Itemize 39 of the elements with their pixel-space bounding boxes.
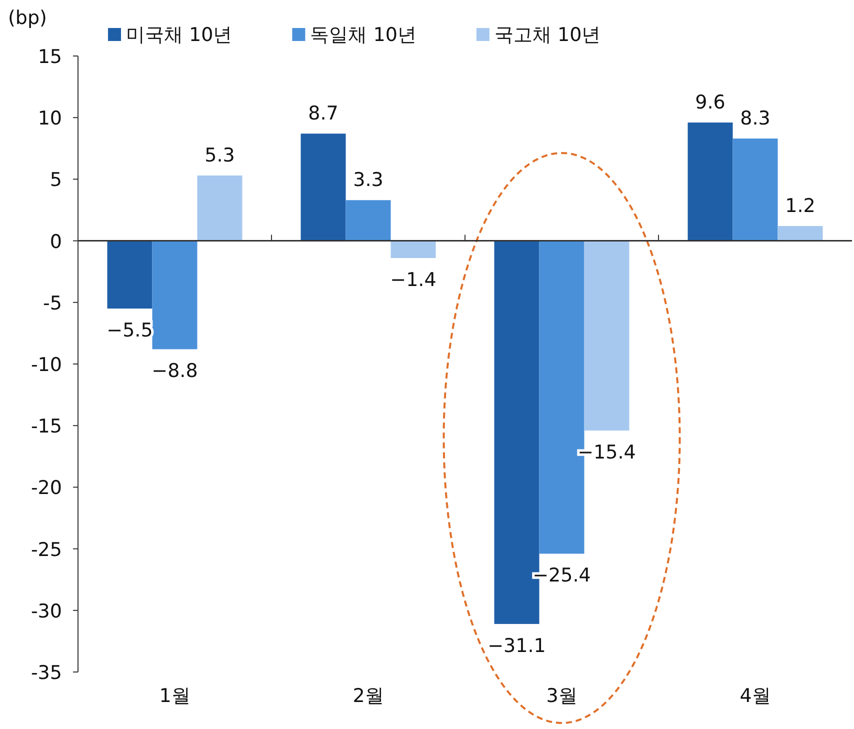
- bar: [778, 226, 823, 241]
- data-label: −5.5: [106, 320, 153, 342]
- y-tick-label: 10: [38, 108, 62, 130]
- x-tick-label: 4월: [740, 685, 771, 707]
- y-tick-label: -30: [30, 600, 62, 622]
- bar: [390, 240, 436, 258]
- legend-label: 국고채 10년: [494, 24, 601, 46]
- data-label: −31.1: [488, 634, 546, 657]
- y-tick-label: -10: [30, 354, 62, 376]
- bar: [732, 138, 778, 241]
- bar: [584, 240, 630, 431]
- bar: [197, 176, 242, 241]
- data-label: −1.4: [390, 269, 436, 292]
- bar: [152, 240, 198, 350]
- data-label: 5.3: [204, 144, 235, 167]
- x-tick-label: 1월: [159, 685, 190, 707]
- data-label: 8.3: [740, 108, 770, 130]
- y-tick-label: 5: [50, 169, 62, 192]
- y-tick-label: -15: [30, 416, 62, 438]
- y-axis-title: (bp): [8, 7, 47, 29]
- y-tick-label: -5: [43, 292, 62, 314]
- y-tick-label: 0: [50, 230, 62, 253]
- data-label: 3.3: [353, 169, 384, 192]
- legend-label: 독일채 10년: [310, 24, 416, 46]
- data-label: 1.2: [785, 195, 816, 218]
- data-label: 8.7: [308, 102, 338, 125]
- y-tick-label: -20: [30, 477, 62, 500]
- x-tick-label: 3월: [546, 685, 578, 707]
- x-tick-label: 2월: [352, 685, 384, 707]
- bar: [346, 200, 391, 241]
- bar: [688, 122, 733, 241]
- data-label: −8.8: [152, 360, 198, 382]
- y-tick-label: -25: [30, 538, 62, 561]
- bar: [107, 240, 152, 309]
- y-tick-label: 15: [38, 46, 62, 68]
- bar: [300, 134, 346, 241]
- data-label: 9.6: [695, 92, 726, 114]
- legend-label: 미국채 10년: [126, 24, 232, 46]
- y-tick-label: -35: [30, 662, 62, 684]
